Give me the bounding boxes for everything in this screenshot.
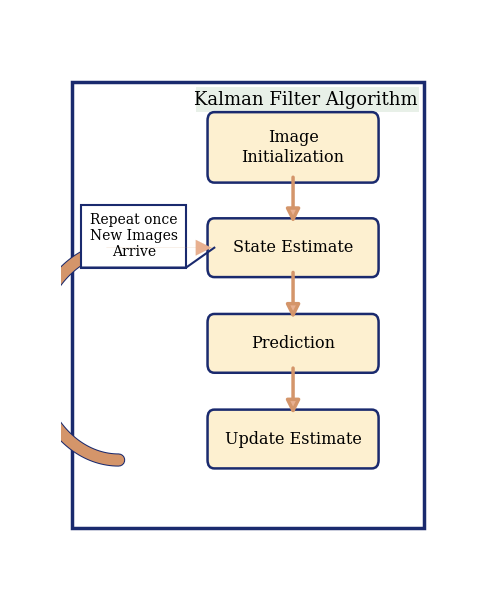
Text: Kalman Filter Algorithm: Kalman Filter Algorithm: [195, 91, 418, 109]
Text: Update Estimate: Update Estimate: [225, 430, 362, 447]
FancyBboxPatch shape: [72, 82, 424, 528]
Text: State Estimate: State Estimate: [233, 239, 353, 256]
FancyBboxPatch shape: [208, 218, 378, 277]
FancyBboxPatch shape: [196, 87, 419, 112]
Text: Prediction: Prediction: [251, 335, 335, 352]
Text: Image
Initialization: Image Initialization: [242, 129, 345, 165]
FancyBboxPatch shape: [208, 314, 378, 373]
FancyBboxPatch shape: [81, 205, 186, 267]
FancyBboxPatch shape: [208, 410, 378, 468]
Text: Repeat once
New Images
Arrive: Repeat once New Images Arrive: [90, 213, 178, 259]
FancyBboxPatch shape: [208, 112, 378, 182]
